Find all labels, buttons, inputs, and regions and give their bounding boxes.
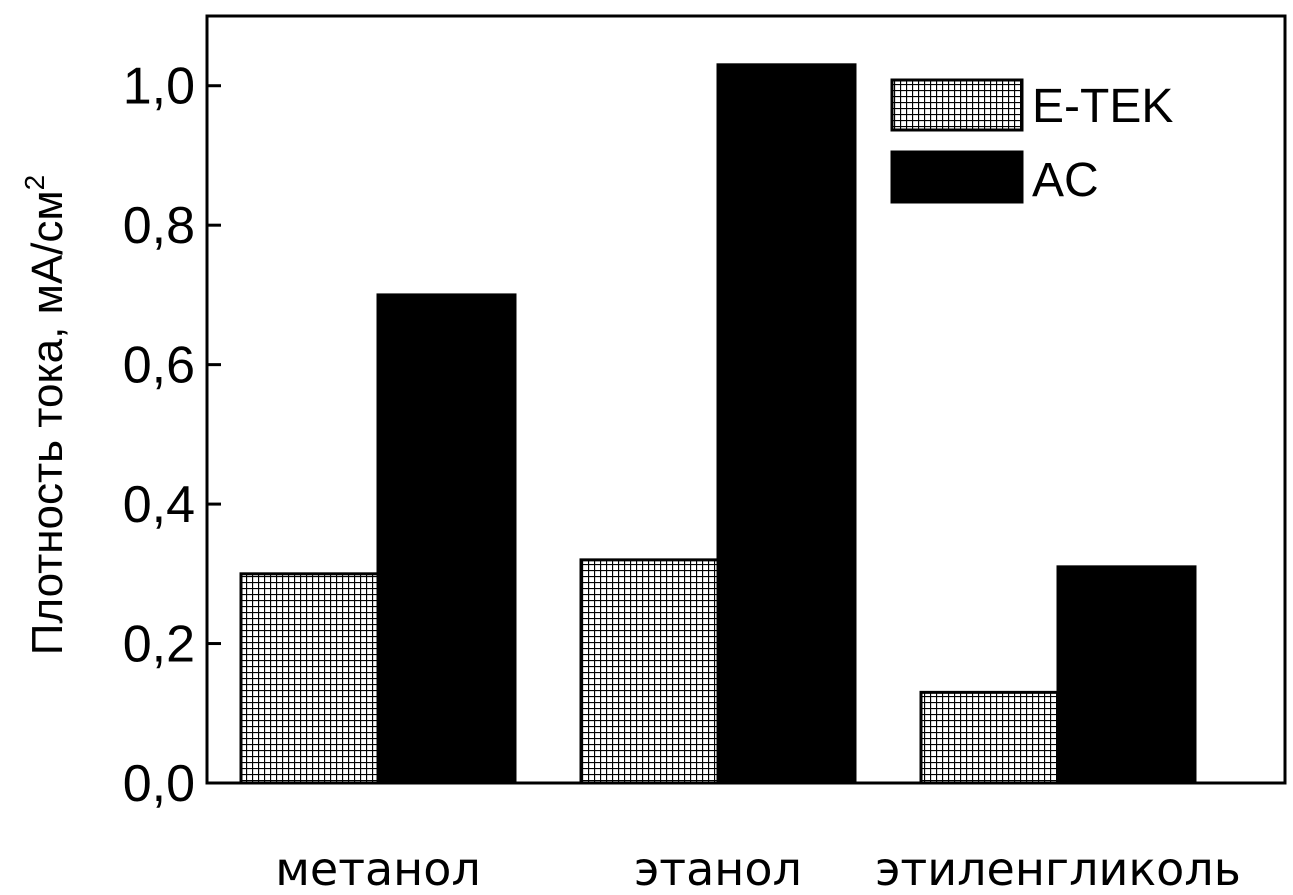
category-labels: метанол этанол этиленгликоль [275,842,1241,895]
bar-ac-0 [376,293,517,785]
bar-etek-0 [239,572,380,785]
legend-label-ac: AC [1032,154,1099,207]
bar-etek-1 [579,558,720,785]
y-tick-label: 0,2 [123,616,195,674]
legend-swatch-etek [890,78,1024,132]
y-tick-label: 0,0 [123,755,195,813]
y-tick-label: 1,0 [123,58,195,116]
x-category-label: этиленгликоль [875,842,1241,895]
bar-ac-2 [1056,565,1197,785]
y-axis-title: Плотность тока, мА/см2 [19,175,72,655]
y-tick-label: 0,8 [123,197,195,255]
y-axis-title-text: Плотность тока, мА/см [23,190,72,655]
bar-ac-1 [716,63,857,785]
legend-swatch-ac [890,150,1024,204]
plot-frame [205,14,1287,785]
x-category-label: этанол [634,842,802,895]
y-axis-title-superscript: 2 [19,175,50,191]
legend-label-etek: E-TEK [1032,80,1173,133]
bar-etek-2 [919,690,1060,785]
x-category-label: метанол [275,842,481,895]
y-tick-label: 0,6 [123,337,195,395]
legend: E-TEK AC [890,78,1173,207]
bars-group [239,63,1197,785]
y-tick-label: 0,4 [123,476,195,534]
y-axis-ticks: 0,0 0,2 0,4 0,6 0,8 1,0 [123,58,221,813]
